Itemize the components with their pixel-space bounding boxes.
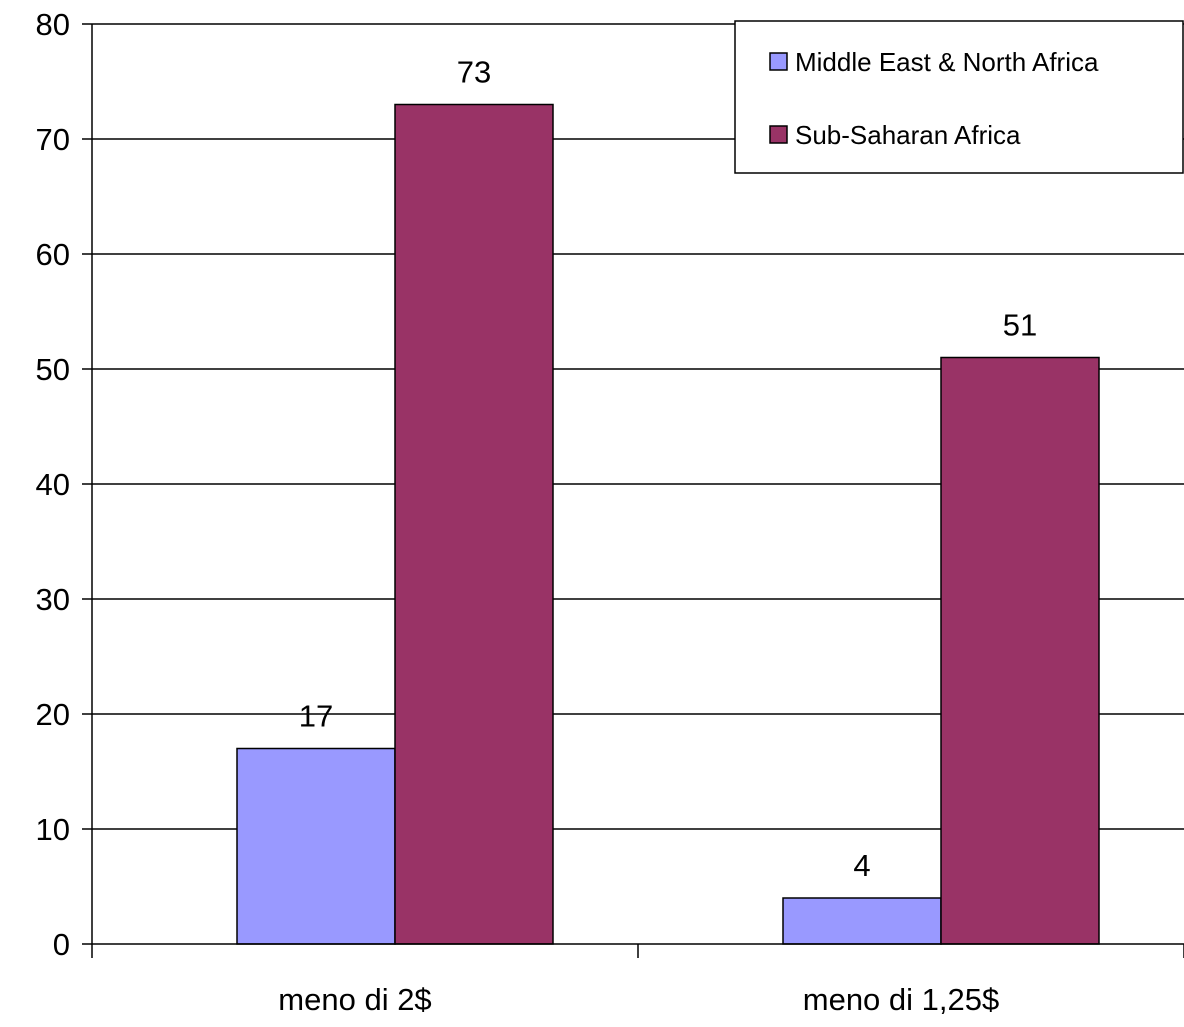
bar xyxy=(940,356,1100,945)
legend-swatch xyxy=(769,125,788,144)
data-label: 51 xyxy=(1003,308,1037,343)
y-tick-label: 40 xyxy=(36,467,70,502)
y-tick-label: 50 xyxy=(36,352,70,387)
y-tick-label: 70 xyxy=(36,122,70,157)
y-tick-label: 80 xyxy=(36,7,70,42)
x-category-label: meno di 1,25$ xyxy=(803,982,999,1017)
legend-box xyxy=(734,20,1184,174)
legend-label: Middle East & North Africa xyxy=(795,47,1099,77)
bar xyxy=(394,103,554,945)
bars xyxy=(236,103,1100,945)
legend-label: Sub-Saharan Africa xyxy=(795,120,1021,150)
x-category-label: meno di 2$ xyxy=(278,982,431,1017)
bar xyxy=(236,747,396,945)
y-tick-label: 30 xyxy=(36,582,70,617)
axes xyxy=(82,23,1184,958)
y-tick-label: 20 xyxy=(36,697,70,732)
data-label: 4 xyxy=(853,848,870,883)
bar xyxy=(782,897,942,945)
data-label: 17 xyxy=(299,699,333,734)
labels: 0 10 20 30 40 50 60 70 80 17 73 meno di 2$ 4 51 meno d… xyxy=(36,7,1038,1017)
gridlines xyxy=(92,23,1184,830)
y-tick-label: 60 xyxy=(36,237,70,272)
legend-swatch xyxy=(769,52,788,71)
y-tick-label: 0 xyxy=(53,927,70,962)
data-label: 73 xyxy=(457,55,491,90)
legend: Middle East & North Africa Sub-Saharan Af… xyxy=(734,20,1184,174)
y-tick-label: 10 xyxy=(36,812,70,847)
